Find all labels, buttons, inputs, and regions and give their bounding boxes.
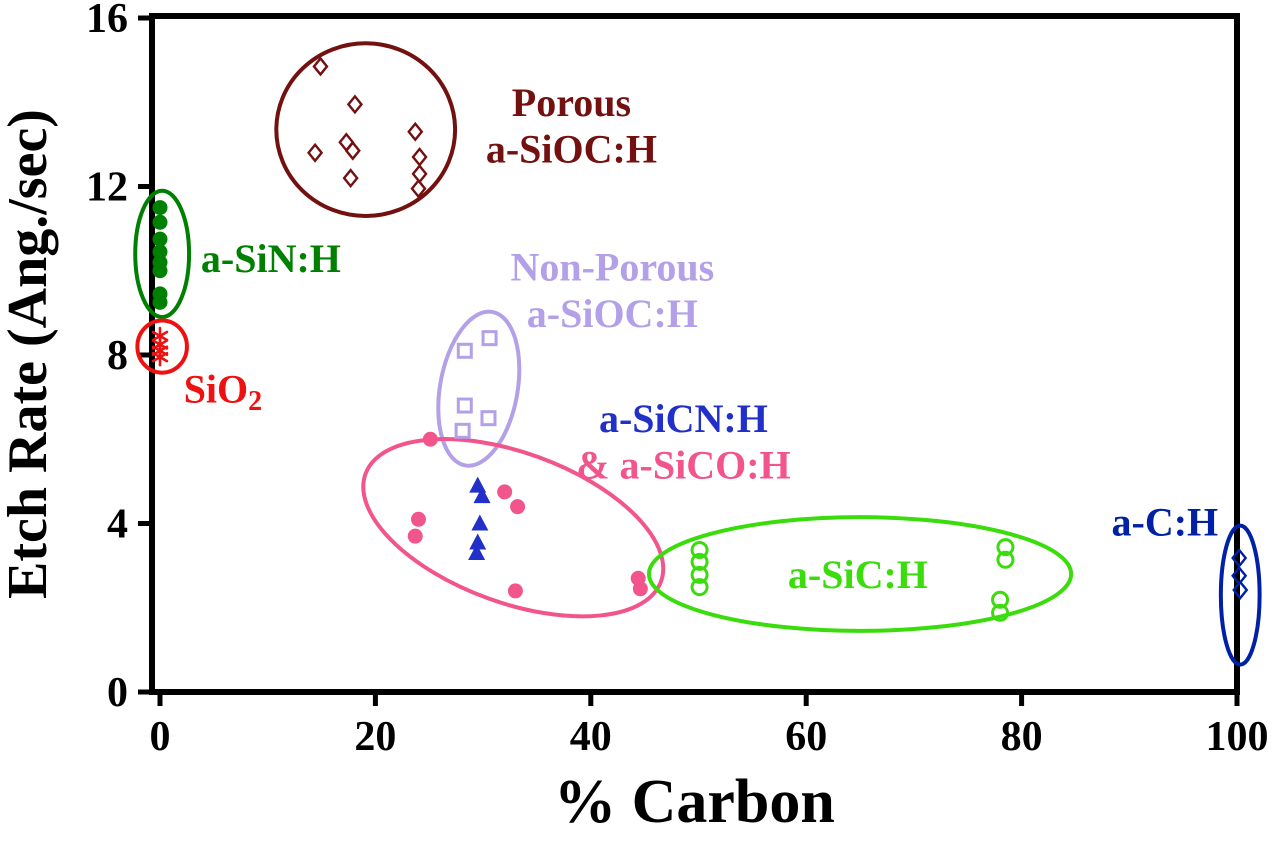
data-point-porous-a-sioc-h (312, 56, 329, 77)
data-point-non-porous-a-sioc-h (456, 342, 473, 359)
data-point-sio2 (151, 347, 169, 367)
data-point-porous-a-sioc-h (307, 142, 324, 163)
data-point-a-sico-h (510, 499, 526, 515)
data-point-a-sic-h (690, 578, 709, 597)
data-point-a-sico-h (422, 431, 438, 447)
data-point-a-sic-h (996, 550, 1015, 569)
label-a-c-h: a-C:H (1112, 499, 1219, 544)
data-point-porous-a-sioc-h (346, 94, 363, 115)
label-a-sicn-h-a-sico-h: & a-SiCO:H (576, 443, 790, 488)
data-point-porous-a-sioc-h (407, 121, 424, 142)
series-a-sicn-h (468, 476, 491, 560)
x-tick-label-0: 0 (150, 714, 171, 760)
series-a-sin-h (152, 200, 168, 310)
data-point-a-sic-h (991, 590, 1010, 609)
series-sio2 (151, 326, 169, 367)
data-point-porous-a-sioc-h (410, 178, 427, 199)
data-point-porous-a-sioc-h (411, 163, 428, 184)
label-non-porous-a-sioc-h: Non-Porous (510, 245, 714, 290)
series-porous-a-sioc-h (307, 56, 428, 199)
label-a-sicn-h-a-sico-h: a-SiCN:H (599, 396, 768, 441)
data-point-porous-a-sioc-h (342, 168, 359, 188)
data-point-a-sin-h (152, 244, 168, 260)
y-tick-label-0: 0 (107, 670, 128, 716)
data-point-a-sico-h (497, 484, 513, 500)
data-point-a-sicn-h (469, 533, 487, 550)
data-point-non-porous-a-sioc-h (454, 422, 471, 439)
series-a-c-h (1231, 548, 1249, 600)
y-tick-label-16: 16 (86, 0, 128, 42)
y-axis-title: Etch Rate (Ang./sec) (0, 109, 59, 599)
data-point-a-sin-h (152, 231, 168, 247)
x-tick-label-20: 20 (354, 714, 396, 760)
data-point-a-sin-h (152, 263, 168, 279)
data-point-a-sico-h (507, 583, 523, 599)
data-point-a-sicn-h (469, 476, 487, 493)
group-ellipse-porous-a-sioc-h (274, 41, 458, 218)
group-ellipse-a-sin-h (133, 188, 192, 320)
data-point-a-sic-h (690, 541, 709, 560)
label-sio2: SiO2 (184, 367, 262, 417)
y-tick-label-8: 8 (107, 333, 128, 379)
data-point-non-porous-a-sioc-h (481, 330, 498, 347)
data-point-a-sic-h (991, 603, 1010, 622)
data-point-a-c-h (1232, 580, 1249, 600)
series-a-sic-h (690, 538, 1015, 622)
data-point-a-sic-h (996, 538, 1015, 557)
x-tick-label-60: 60 (785, 714, 827, 760)
group-ellipse-a-sic-h (646, 515, 1074, 633)
y-tick-label-4: 4 (107, 502, 128, 548)
data-point-a-sico-h (410, 511, 426, 527)
x-tick-label-100: 100 (1206, 714, 1269, 760)
data-point-a-sin-h (152, 200, 168, 216)
data-point-a-sic-h (690, 552, 709, 571)
data-point-porous-a-sioc-h (411, 147, 428, 167)
series-non-porous-a-sioc-h (454, 330, 498, 439)
group-ellipse-a-c-h (1218, 523, 1262, 667)
series-a-sico-h (407, 431, 648, 599)
data-point-a-sicn-h (468, 543, 486, 560)
data-point-a-sico-h (407, 528, 423, 544)
data-point-porous-a-sioc-h (338, 132, 355, 153)
group-ellipse-a-sicn-h-a-sico-h (361, 437, 666, 619)
data-point-a-sin-h (152, 214, 168, 230)
data-point-a-sicn-h (473, 487, 491, 504)
data-point-a-sico-h (632, 581, 648, 597)
x-tick-label-80: 80 (1001, 714, 1043, 760)
data-point-non-porous-a-sioc-h (480, 410, 497, 427)
data-point-non-porous-a-sioc-h (456, 397, 473, 414)
data-point-porous-a-sioc-h (344, 140, 361, 161)
label-porous-a-sioc-h: a-SiOC:H (486, 127, 657, 172)
group-ellipse-sio2 (135, 318, 189, 375)
label-a-sic-h: a-SiC:H (788, 552, 928, 597)
x-axis-title: % Carbon (554, 768, 835, 836)
data-point-a-sic-h (690, 565, 709, 584)
label-porous-a-sioc-h: Porous (512, 80, 631, 125)
label-a-sin-h: a-SiN:H (201, 236, 341, 281)
x-tick-label-40: 40 (570, 714, 612, 760)
y-tick-label-12: 12 (86, 165, 128, 211)
data-point-a-sin-h (152, 294, 168, 310)
group-ellipse-non-porous-a-sioc-h (436, 309, 522, 468)
data-point-a-sicn-h (471, 514, 489, 531)
label-non-porous-a-sioc-h: a-SiOC:H (527, 291, 698, 336)
